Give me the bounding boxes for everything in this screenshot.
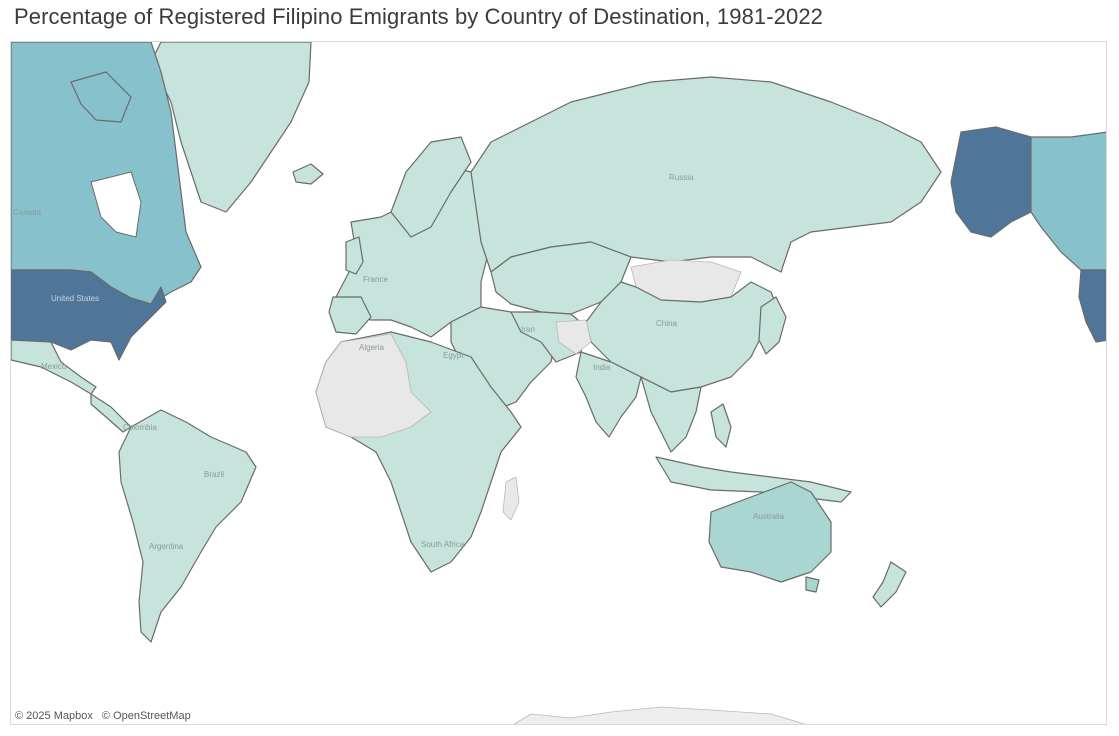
label-india: India <box>593 363 611 372</box>
label-colombia: Colombia <box>123 423 157 432</box>
label-brazil: Brazil <box>204 470 224 479</box>
mapbox-attribution-link[interactable]: © 2025 Mapbox <box>15 710 93 722</box>
country-indonesia[interactable] <box>655 456 852 503</box>
country-scandinavia[interactable] <box>390 136 472 238</box>
country-southeast-asia[interactable] <box>640 376 702 453</box>
label-australia: Australia <box>753 512 785 521</box>
label-algeria: Algeria <box>359 343 384 352</box>
country-alaska[interactable] <box>950 126 1032 238</box>
country-tasmania[interactable] <box>805 576 820 593</box>
country-greenland[interactable] <box>150 42 312 213</box>
country-canada-islands[interactable] <box>70 71 132 123</box>
country-madagascar[interactable] <box>502 476 520 521</box>
label-united-states: United States <box>51 294 99 303</box>
country-united-states-west[interactable] <box>1078 269 1107 343</box>
map-attribution: © 2025 Mapbox © OpenStreetMap <box>15 710 197 722</box>
label-south-africa: South Africa <box>421 540 465 549</box>
country-russia[interactable] <box>470 76 942 273</box>
country-south-america[interactable] <box>118 409 257 643</box>
label-iran: Iran <box>521 325 535 334</box>
country-united-states[interactable] <box>11 269 167 361</box>
region-sahara[interactable] <box>315 333 432 438</box>
hudson-bay <box>90 171 142 238</box>
choropleth-map[interactable]: Canada United States Algeria Egypt Iran … <box>10 41 1107 725</box>
country-india[interactable] <box>575 351 642 438</box>
label-canada: Canada <box>13 208 42 217</box>
label-argentina: Argentina <box>149 542 184 551</box>
country-philippines[interactable] <box>710 403 732 448</box>
map-canvas[interactable]: Canada United States Algeria Egypt Iran … <box>11 42 1107 725</box>
country-iceland[interactable] <box>292 163 324 185</box>
openstreetmap-attribution-link[interactable]: © OpenStreetMap <box>101 710 191 722</box>
country-uk[interactable] <box>345 236 364 275</box>
page-title: Percentage of Registered Filipino Emigra… <box>14 4 824 29</box>
country-iberia[interactable] <box>328 296 372 335</box>
label-china: China <box>656 319 677 328</box>
label-france: France <box>363 275 388 284</box>
country-canada-east[interactable] <box>1030 131 1107 271</box>
label-egypt: Egypt <box>443 351 464 360</box>
country-afghanistan[interactable] <box>555 319 592 355</box>
label-russia: Russia <box>669 173 694 182</box>
country-mexico[interactable] <box>11 339 97 395</box>
label-mexico: Mexico <box>41 362 67 371</box>
country-central-america[interactable] <box>90 393 132 433</box>
country-new-zealand[interactable] <box>872 561 907 608</box>
country-australia[interactable] <box>708 481 832 583</box>
region-antarctica <box>513 706 806 724</box>
country-japan[interactable] <box>758 296 787 355</box>
